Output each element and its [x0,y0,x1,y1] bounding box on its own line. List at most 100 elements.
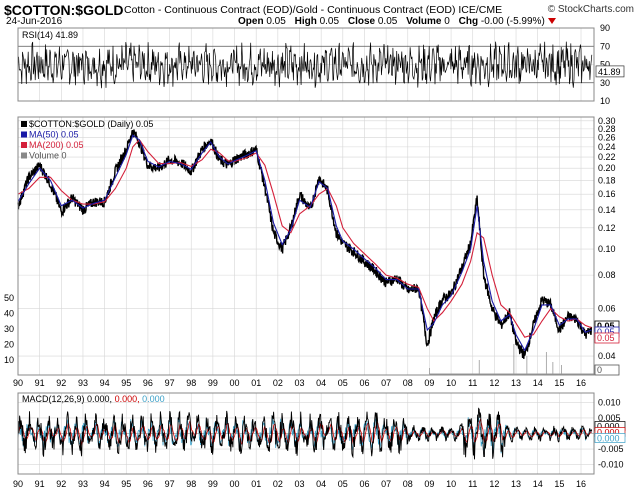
rsi-y-tick-label: 50 [600,60,610,70]
x-tick-label: 00 [230,378,240,388]
legend-swatch [21,142,27,148]
chart-symbol: $COTTON:$GOLD [4,2,124,18]
rsi-panel: 90 70 50 30 10 RSI(14) 41.89 41.89 [17,23,625,106]
x-tick-label: 14 [533,378,543,388]
macd-last-value: 0.000 [597,428,620,438]
x-tick-label: 03 [294,479,304,489]
macd-label-signal: 0.000, [115,394,143,404]
change-value: -0.00 (-5.99%) [480,16,545,27]
x-tick-label: 91 [35,378,45,388]
x-tick-label: 02 [273,479,283,489]
x-tick-label: 11 [468,378,477,388]
price-last-value: 0.05 [597,327,615,337]
macd-line [17,407,593,460]
brand-watermark[interactable]: © StockCharts.com [547,4,634,15]
x-tick-label: 97 [165,479,175,489]
price-last-value-box [594,364,620,376]
rsi-line [17,41,593,89]
x-tick-label: 91 [35,479,45,489]
price-y-tick-label: 0.10 [598,244,616,254]
volume-tick-label: 50 [4,293,14,303]
price-y-tick-label: 0.24 [598,142,616,152]
macd-last-value-box [594,433,626,443]
x-axis-middle: 90 91 92 93 94 95 96 97 98 99 00 01 02 03 04 05 06 07 08 09… [13,378,586,388]
x-tick-label: 07 [381,378,391,388]
rsi-last-value: 41.89 [598,67,621,77]
x-tick-label: 07 [381,479,391,489]
x-tick-label: 90 [13,479,23,489]
price-y-tick-label: 0.12 [598,223,616,233]
x-tick-label: 92 [56,479,66,489]
x-tick-label: 09 [424,378,434,388]
price-last-value-box [594,332,620,344]
x-tick-label: 04 [316,378,326,388]
close-value: 0.05 [377,16,398,27]
macd-y-tick-label: -0.010 [598,460,624,470]
x-tick-label: 01 [251,479,261,489]
x-tick-label: 01 [251,378,261,388]
legend-entry: Volume 0 [29,151,67,161]
x-tick-label: 10 [446,479,456,489]
x-tick-label: 03 [294,378,304,388]
price-y-tick-label: 0.18 [598,175,616,185]
x-tick-label: 97 [165,378,175,388]
volume-tick-label: 40 [4,309,14,319]
ma200-series-line [17,138,592,338]
price-last-value: 0.05 [597,333,615,343]
macd-last-value: 0.000 [597,422,620,432]
volume-tick-label: 20 [4,340,14,350]
macd-y-tick-label: -0.005 [598,444,624,454]
x-tick-label: 95 [121,378,131,388]
x-tick-label: 12 [489,378,499,388]
price-series-line [17,129,593,359]
macd-label: MACD(12,26,9) 0.000, 0.000, 0.000 [22,394,165,404]
legend-entry: $COTTON:$GOLD (Daily) 0.05 [29,119,153,129]
x-tick-label: 14 [533,479,543,489]
x-axis-bottom: 90 91 92 93 94 95 96 97 98 99 00 01 02 03 04 05 06 07 08 09… [13,479,586,489]
open-label: Open [238,16,264,27]
price-y-tick-label: 0.22 [598,152,616,162]
high-value: 0.05 [319,16,340,27]
macd-label-value: 0.000, [87,394,115,404]
down-arrow-icon [547,18,556,25]
rsi-y-tick-label: 10 [600,96,610,106]
macd-label-histogram: 0.000 [142,394,165,404]
x-tick-label: 05 [338,378,348,388]
price-y-tick-label: 0.26 [598,133,616,143]
x-tick-label: 93 [78,479,88,489]
x-tick-label: 12 [489,479,499,489]
price-y-tick-label: 0.30 [598,116,616,126]
volume-tick-label: 10 [4,355,14,365]
macd-last-value: 0.000 [597,434,620,444]
chart-date: 24-Jun-2016 [6,16,63,27]
price-y-tick-label: 0.14 [598,205,616,215]
volume-tick-label: 30 [4,324,14,334]
x-tick-label: 16 [576,378,586,388]
x-tick-label: 93 [78,378,88,388]
price-y-tick-label: 0.28 [598,124,616,134]
change-label: Chg [458,16,479,27]
x-tick-label: 94 [100,378,110,388]
x-tick-label: 98 [186,479,196,489]
legend-entry: MA(200) 0.05 [29,140,84,150]
rsi-label: RSI(14) 41.89 [22,30,78,40]
x-tick-label: 99 [208,479,218,489]
price-panel: 0.300.280.260.240.220.20 0.18 0.16 0.14 0.12… [4,116,620,376]
x-tick-label: 09 [424,479,434,489]
x-tick-label: 13 [511,479,521,489]
legend-swatch [21,121,27,127]
price-frame [17,116,595,376]
rsi-y-tick-label: 30 [600,78,610,88]
rsi-last-value-box [595,65,625,78]
x-tick-label: 94 [100,479,110,489]
x-tick-label: 11 [468,479,477,489]
ma50-series-line [17,134,592,352]
legend-swatch [21,131,27,138]
price-y-tick-label: 0.06 [598,304,616,314]
x-tick-label: 95 [121,479,131,489]
macd-panel: 0.0100.0050.000-0.005-0.010MACD(12,26,9)… [17,392,626,475]
rsi-y-tick-label: 70 [600,41,610,51]
price-last-value: 0 [597,365,602,375]
chart-description: Cotton - Continuous Contract (EOD)/Gold … [124,4,503,16]
macd-frame [17,392,595,475]
